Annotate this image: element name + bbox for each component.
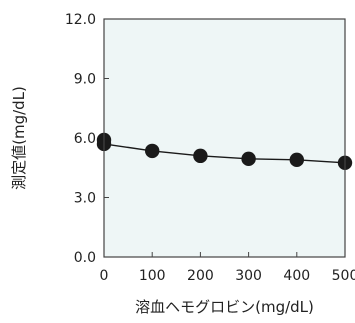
y-tick-label: 9.0 — [74, 72, 96, 88]
y-axis-label: 測定値(mg/dL) — [10, 86, 28, 190]
plot-frame — [103, 18, 346, 258]
plot-area — [104, 19, 345, 257]
data-point — [289, 152, 304, 168]
data-point — [145, 143, 160, 159]
data-point — [241, 151, 256, 167]
series-line — [103, 143, 346, 164]
x-axis-label: 溶血ヘモグロビン(mg/dL) — [135, 298, 314, 316]
y-tick-label: 3.0 — [74, 191, 96, 207]
x-tick-label: 0 — [100, 268, 109, 284]
x-tick-label: 100 — [139, 268, 166, 284]
y-tick-label: 0.0 — [74, 250, 96, 266]
series-polyline — [103, 143, 346, 164]
y-tick-label: 6.0 — [74, 131, 96, 147]
x-tick-label: 500 — [332, 268, 355, 284]
data-point — [193, 148, 208, 164]
x-tick-label: 200 — [187, 268, 214, 284]
y-tick-label: 12.0 — [65, 12, 96, 28]
ticks: 0.0 3.0 6.0 9.0 12.0 0 100 200 300 400 500 — [65, 12, 355, 284]
x-tick-label: 300 — [235, 268, 262, 284]
x-tick-label: 400 — [283, 268, 310, 284]
